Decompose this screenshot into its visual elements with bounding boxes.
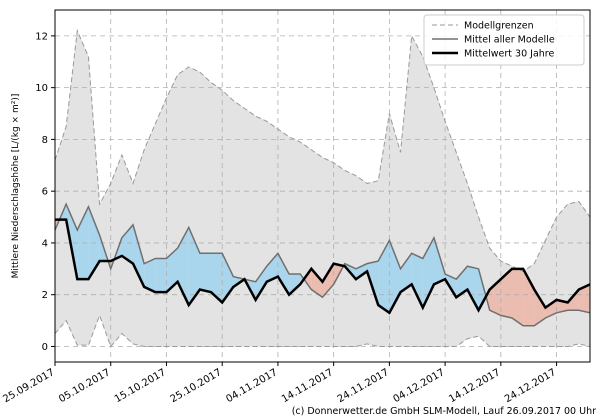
band-segment: [444, 121, 457, 347]
band-segment: [277, 128, 290, 347]
x-tick-label: 05.10.2017: [57, 367, 112, 405]
difference-segment: [289, 274, 301, 295]
band-segment: [288, 136, 301, 347]
x-tick-label: 04.11.2017: [224, 367, 279, 405]
x-tick-label: 15.10.2017: [113, 367, 168, 405]
difference-segment: [467, 266, 479, 311]
x-tick-label: 25.09.2017: [1, 367, 56, 405]
band-segment: [177, 66, 189, 347]
band-segment: [467, 183, 479, 340]
difference-segment: [311, 268, 323, 298]
band-segment: [244, 107, 256, 347]
band-segment: [210, 81, 223, 347]
difference-segment: [400, 253, 412, 293]
band-segment: [233, 100, 245, 347]
band-segment: [54, 126, 67, 335]
band-segment: [578, 200, 591, 347]
y-tick-label: 4: [42, 238, 48, 249]
legend-box: [423, 14, 585, 66]
difference-segment: [144, 258, 156, 293]
band-segment: [311, 149, 323, 347]
difference-segment: [322, 263, 334, 298]
y-axis-label: Mittlere Niederschlagshöhe [L/(kg × m²)]: [11, 94, 21, 279]
band-segment: [143, 123, 156, 347]
difference-segment: [523, 268, 535, 326]
difference-segment: [556, 299, 568, 313]
difference-segment: [121, 224, 134, 264]
y-tick-label: 8: [42, 135, 48, 146]
band-segment: [299, 141, 312, 347]
x-tick-label: 24.12.2017: [503, 367, 558, 405]
x-tick-label: 04.12.2017: [392, 367, 447, 405]
x-tick-label: 14.12.2017: [447, 367, 502, 405]
difference-segment: [500, 268, 512, 318]
difference-segment: [433, 237, 446, 285]
y-tick-label: 0: [42, 342, 48, 353]
difference-segment: [511, 268, 524, 326]
band-segment: [344, 170, 357, 347]
lower-bound-line: [54, 313, 591, 348]
difference-segment: [266, 253, 278, 282]
legend-label: Modellgrenzen: [464, 21, 534, 32]
band-segment: [545, 216, 557, 347]
band-segment: [322, 157, 334, 347]
difference-segment: [188, 227, 200, 306]
y-tick-label: 6: [42, 187, 48, 198]
plot-frame: [54, 9, 591, 363]
difference-segment: [255, 266, 267, 300]
band-segment: [166, 74, 178, 347]
difference-segment: [567, 289, 579, 311]
legend-label: Mittelwert 30 Jahre: [464, 49, 554, 60]
x-tick-label: 14.11.2017: [280, 367, 335, 405]
band-segment: [155, 97, 167, 347]
legend: Modellgrenzen Mittel aller Modelle Mittelw…: [423, 14, 585, 66]
band-segment: [221, 89, 234, 347]
legend-label: Mittel aller Modelle: [464, 35, 555, 46]
y-tick-label: 12: [35, 31, 48, 42]
difference-segment: [411, 253, 423, 308]
band-segment: [333, 162, 346, 347]
band-segment: [433, 87, 446, 347]
band-segment: [266, 120, 279, 347]
difference-fill: [55, 204, 590, 326]
model-mean-line: [54, 202, 591, 327]
difference-segment: [155, 258, 167, 293]
x-tick-label: 24.11.2017: [336, 367, 391, 405]
band-segment: [77, 30, 89, 346]
difference-segment: [478, 268, 486, 311]
difference-segment: [534, 289, 546, 326]
band-segment: [567, 201, 580, 347]
band-segment: [255, 115, 268, 347]
band-segment: [199, 71, 212, 347]
y-tick-label: 10: [35, 83, 48, 94]
difference-segment: [456, 266, 468, 298]
difference-segment: [166, 248, 178, 293]
difference-segment: [133, 224, 145, 287]
x-tick-label: 25.10.2017: [169, 367, 224, 405]
y-tick-label: 2: [42, 290, 48, 301]
difference-segment: [303, 268, 312, 290]
difference-segment: [277, 253, 290, 295]
band-segment: [88, 56, 100, 346]
difference-segment: [578, 284, 590, 313]
difference-segment: [211, 253, 223, 303]
band-segment: [556, 203, 568, 347]
upper-bound-line: [54, 28, 591, 272]
difference-segment: [199, 253, 212, 293]
climate-mean-line: [55, 218, 591, 315]
footer: (c) Donnerwetter.de GmbH SLM-Modell, Lau…: [292, 406, 596, 417]
band-segment: [456, 152, 468, 347]
band-segment: [355, 175, 368, 347]
